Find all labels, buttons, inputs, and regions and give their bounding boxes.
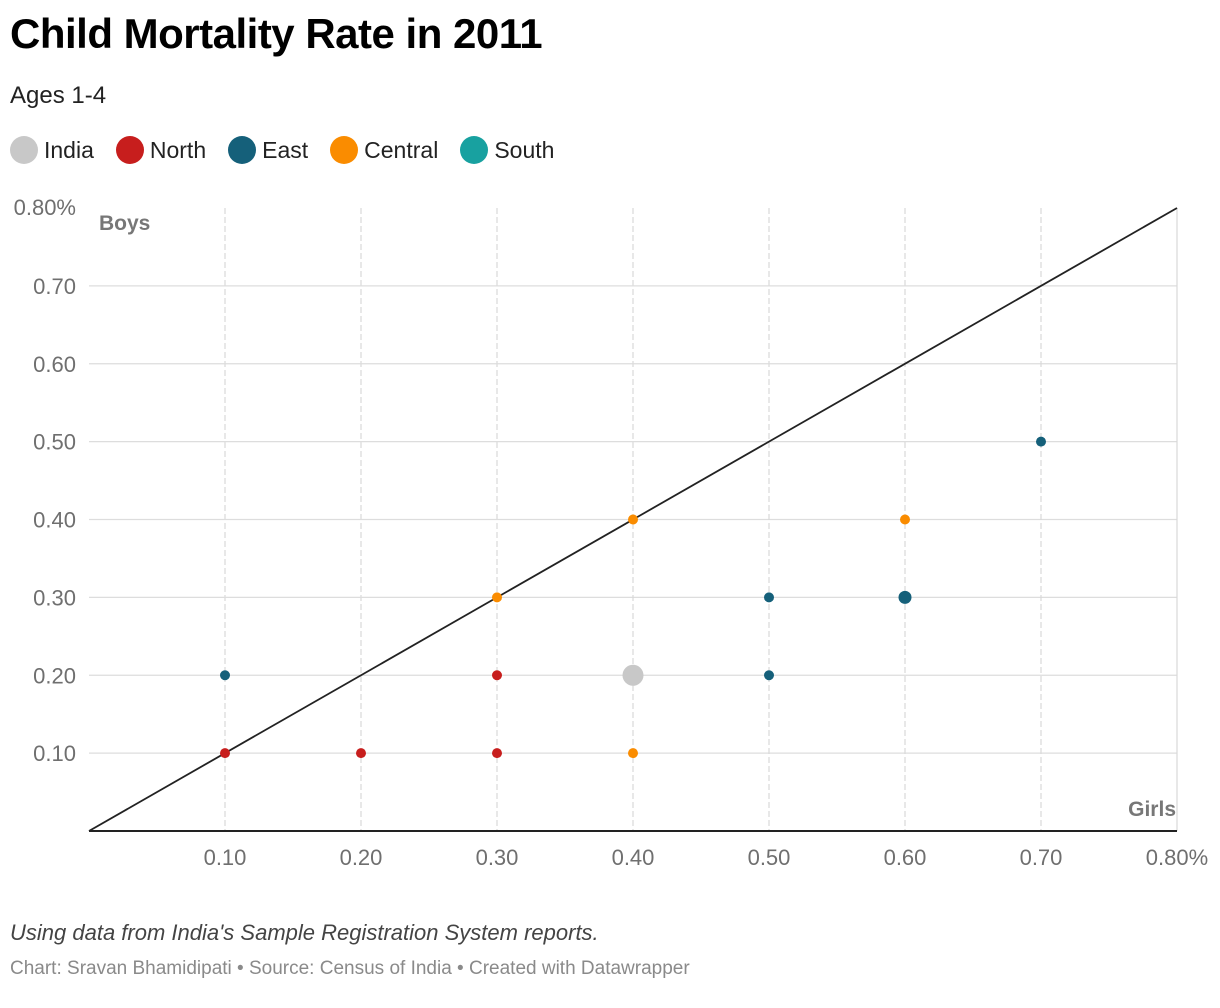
y-axis-label: Boys [99,212,150,235]
x-tick-label: 0.10 [204,845,247,870]
scatter-point-east [764,670,774,681]
scatter-point-east [764,592,774,603]
y-tick-label: 0.20 [33,663,76,688]
chart-title: Child Mortality Rate in 2011 [10,10,543,57]
scatter-point-north [492,748,502,759]
chart-credit: Chart: Sravan Bhamidipati • Source: Cens… [10,958,690,979]
x-tick-label: 0.20 [340,845,383,870]
scatter-point-east [1036,436,1046,447]
scatter-point-north [492,670,502,681]
x-tick-label: 0.50 [748,845,791,870]
legend-label-india: India [44,136,94,163]
x-tick-label: 0.40 [612,845,655,870]
legend-label-central: Central [364,136,439,163]
legend-item-central: Central [330,136,438,164]
legend-swatch-india [10,136,38,164]
legend-swatch-east [228,136,257,164]
legend-item-india: India [10,136,94,164]
scatter-point-central [628,748,638,759]
scatter-point-central [628,514,638,525]
y-tick-label: 0.50 [33,430,76,455]
scatter-chart: 0.10 0.10 0.20 0.20 0.30 0.30 0.40 0.40 0.50 0.50… [14,195,1209,870]
legend-item-east: East [228,136,308,164]
y-tick-label: 0.80% [14,195,76,220]
x-axis-label: Girls [1128,798,1176,821]
scatter-point-central [900,514,910,525]
legend: India North East Central South [10,136,576,164]
legend-swatch-south [460,136,489,164]
legend-label-north: North [149,136,207,163]
chart-note: Using data from India's Sample Registrat… [10,920,599,945]
axis-layer: Boys Girls [88,207,1178,832]
legend-label-east: East [262,136,309,163]
tick-layer: 0.10 0.10 0.20 0.20 0.30 0.30 0.40 0.40 0.50 0.50… [14,195,1209,870]
legend-item-north: North [115,136,207,164]
scatter-point-north [356,748,366,759]
chart-subtitle: Ages 1-4 [10,82,107,109]
scatter-point-east [898,590,912,604]
y-tick-label: 0.30 [33,585,76,610]
legend-label-south: South [494,136,555,163]
y-tick-label: 0.60 [33,352,76,377]
y-tick-label: 0.70 [33,274,76,299]
legend-item-south: South [460,136,554,164]
x-tick-label: 0.80% [1146,845,1208,870]
x-tick-label: 0.60 [884,845,927,870]
scatter-point-india [622,664,644,686]
point-layer [220,436,1046,759]
scatter-point-central [492,592,502,603]
scatter-point-north [220,748,230,759]
scatter-point-east [220,670,230,681]
y-tick-label: 0.10 [33,741,76,766]
x-tick-label: 0.30 [476,845,519,870]
x-tick-label: 0.70 [1020,845,1063,870]
y-tick-label: 0.40 [33,508,76,533]
legend-swatch-central [330,136,359,164]
legend-swatch-north [115,136,144,164]
